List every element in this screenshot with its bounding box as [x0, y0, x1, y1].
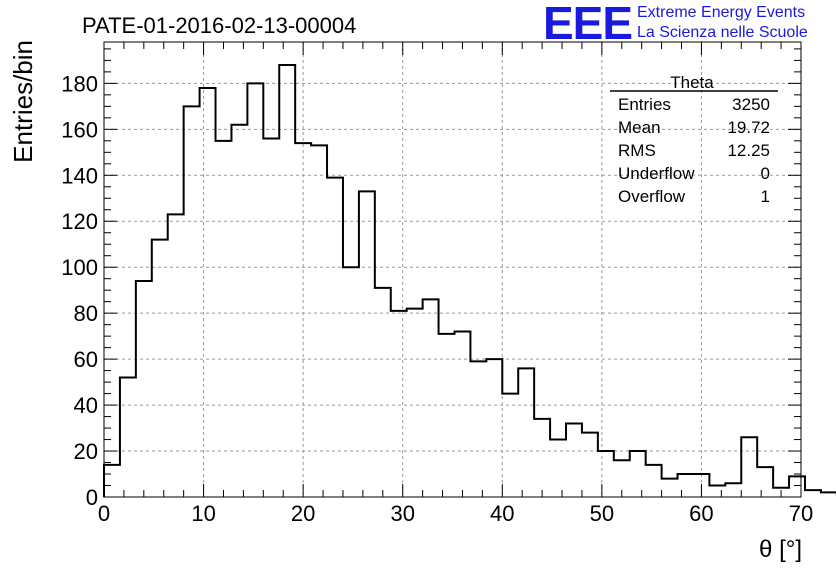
y-tick-label: 160: [61, 117, 98, 142]
logo-line-2: La Scienza nelle Scuole: [637, 24, 808, 41]
axis-ticks: [103, 42, 802, 498]
y-tick-label: 40: [74, 393, 98, 418]
x-tick-label: 20: [291, 501, 315, 526]
stats-label-underflow: Underflow: [618, 164, 695, 183]
y-tick-label: 120: [61, 209, 98, 234]
y-axis-label: Entries/bin: [8, 40, 38, 163]
stats-value-entries: 3250: [732, 95, 770, 114]
x-tick-label: 0: [98, 501, 110, 526]
histogram-series: [103, 63, 836, 497]
x-tick-label: 30: [390, 501, 414, 526]
stats-label-rms: RMS: [618, 141, 656, 160]
y-tick-label: 140: [61, 163, 98, 188]
plot-frame: [103, 41, 802, 498]
x-tick-label: 50: [590, 501, 614, 526]
y-tick-label: 20: [74, 439, 98, 464]
grid-lines: [104, 42, 801, 497]
x-tick-label: 70: [789, 501, 813, 526]
stats-value-overflow: 1: [761, 187, 770, 206]
stats-label-entries: Entries: [618, 95, 671, 114]
stats-value-rms: 12.25: [727, 141, 770, 160]
x-tick-label: 60: [689, 501, 713, 526]
stats-label-mean: Mean: [618, 118, 661, 137]
chart-title: PATE-01-2016-02-13-00004: [82, 13, 356, 38]
stats-value-underflow: 0: [761, 164, 770, 183]
y-tick-label: 80: [74, 301, 98, 326]
y-tick-label: 0: [86, 485, 98, 510]
x-axis-label: θ [°]: [759, 536, 802, 563]
y-tick-label: 180: [61, 71, 98, 96]
eee-logo-mark: EEE: [543, 0, 633, 49]
y-tick-label: 100: [61, 255, 98, 280]
y-tick-label: 60: [74, 347, 98, 372]
logo-line-1: Extreme Energy Events: [637, 4, 806, 21]
stats-value-mean: 19.72: [727, 118, 770, 137]
x-tick-label: 10: [191, 501, 215, 526]
stats-title: Theta: [670, 73, 714, 92]
eee-logo: EEE Extreme Energy Events La Scienza nel…: [543, 0, 833, 49]
stats-label-overflow: Overflow: [618, 187, 686, 206]
x-tick-label: 40: [490, 501, 514, 526]
stats-box: Theta Entries 3250 Mean 19.72 RMS 12.25 …: [610, 73, 778, 206]
